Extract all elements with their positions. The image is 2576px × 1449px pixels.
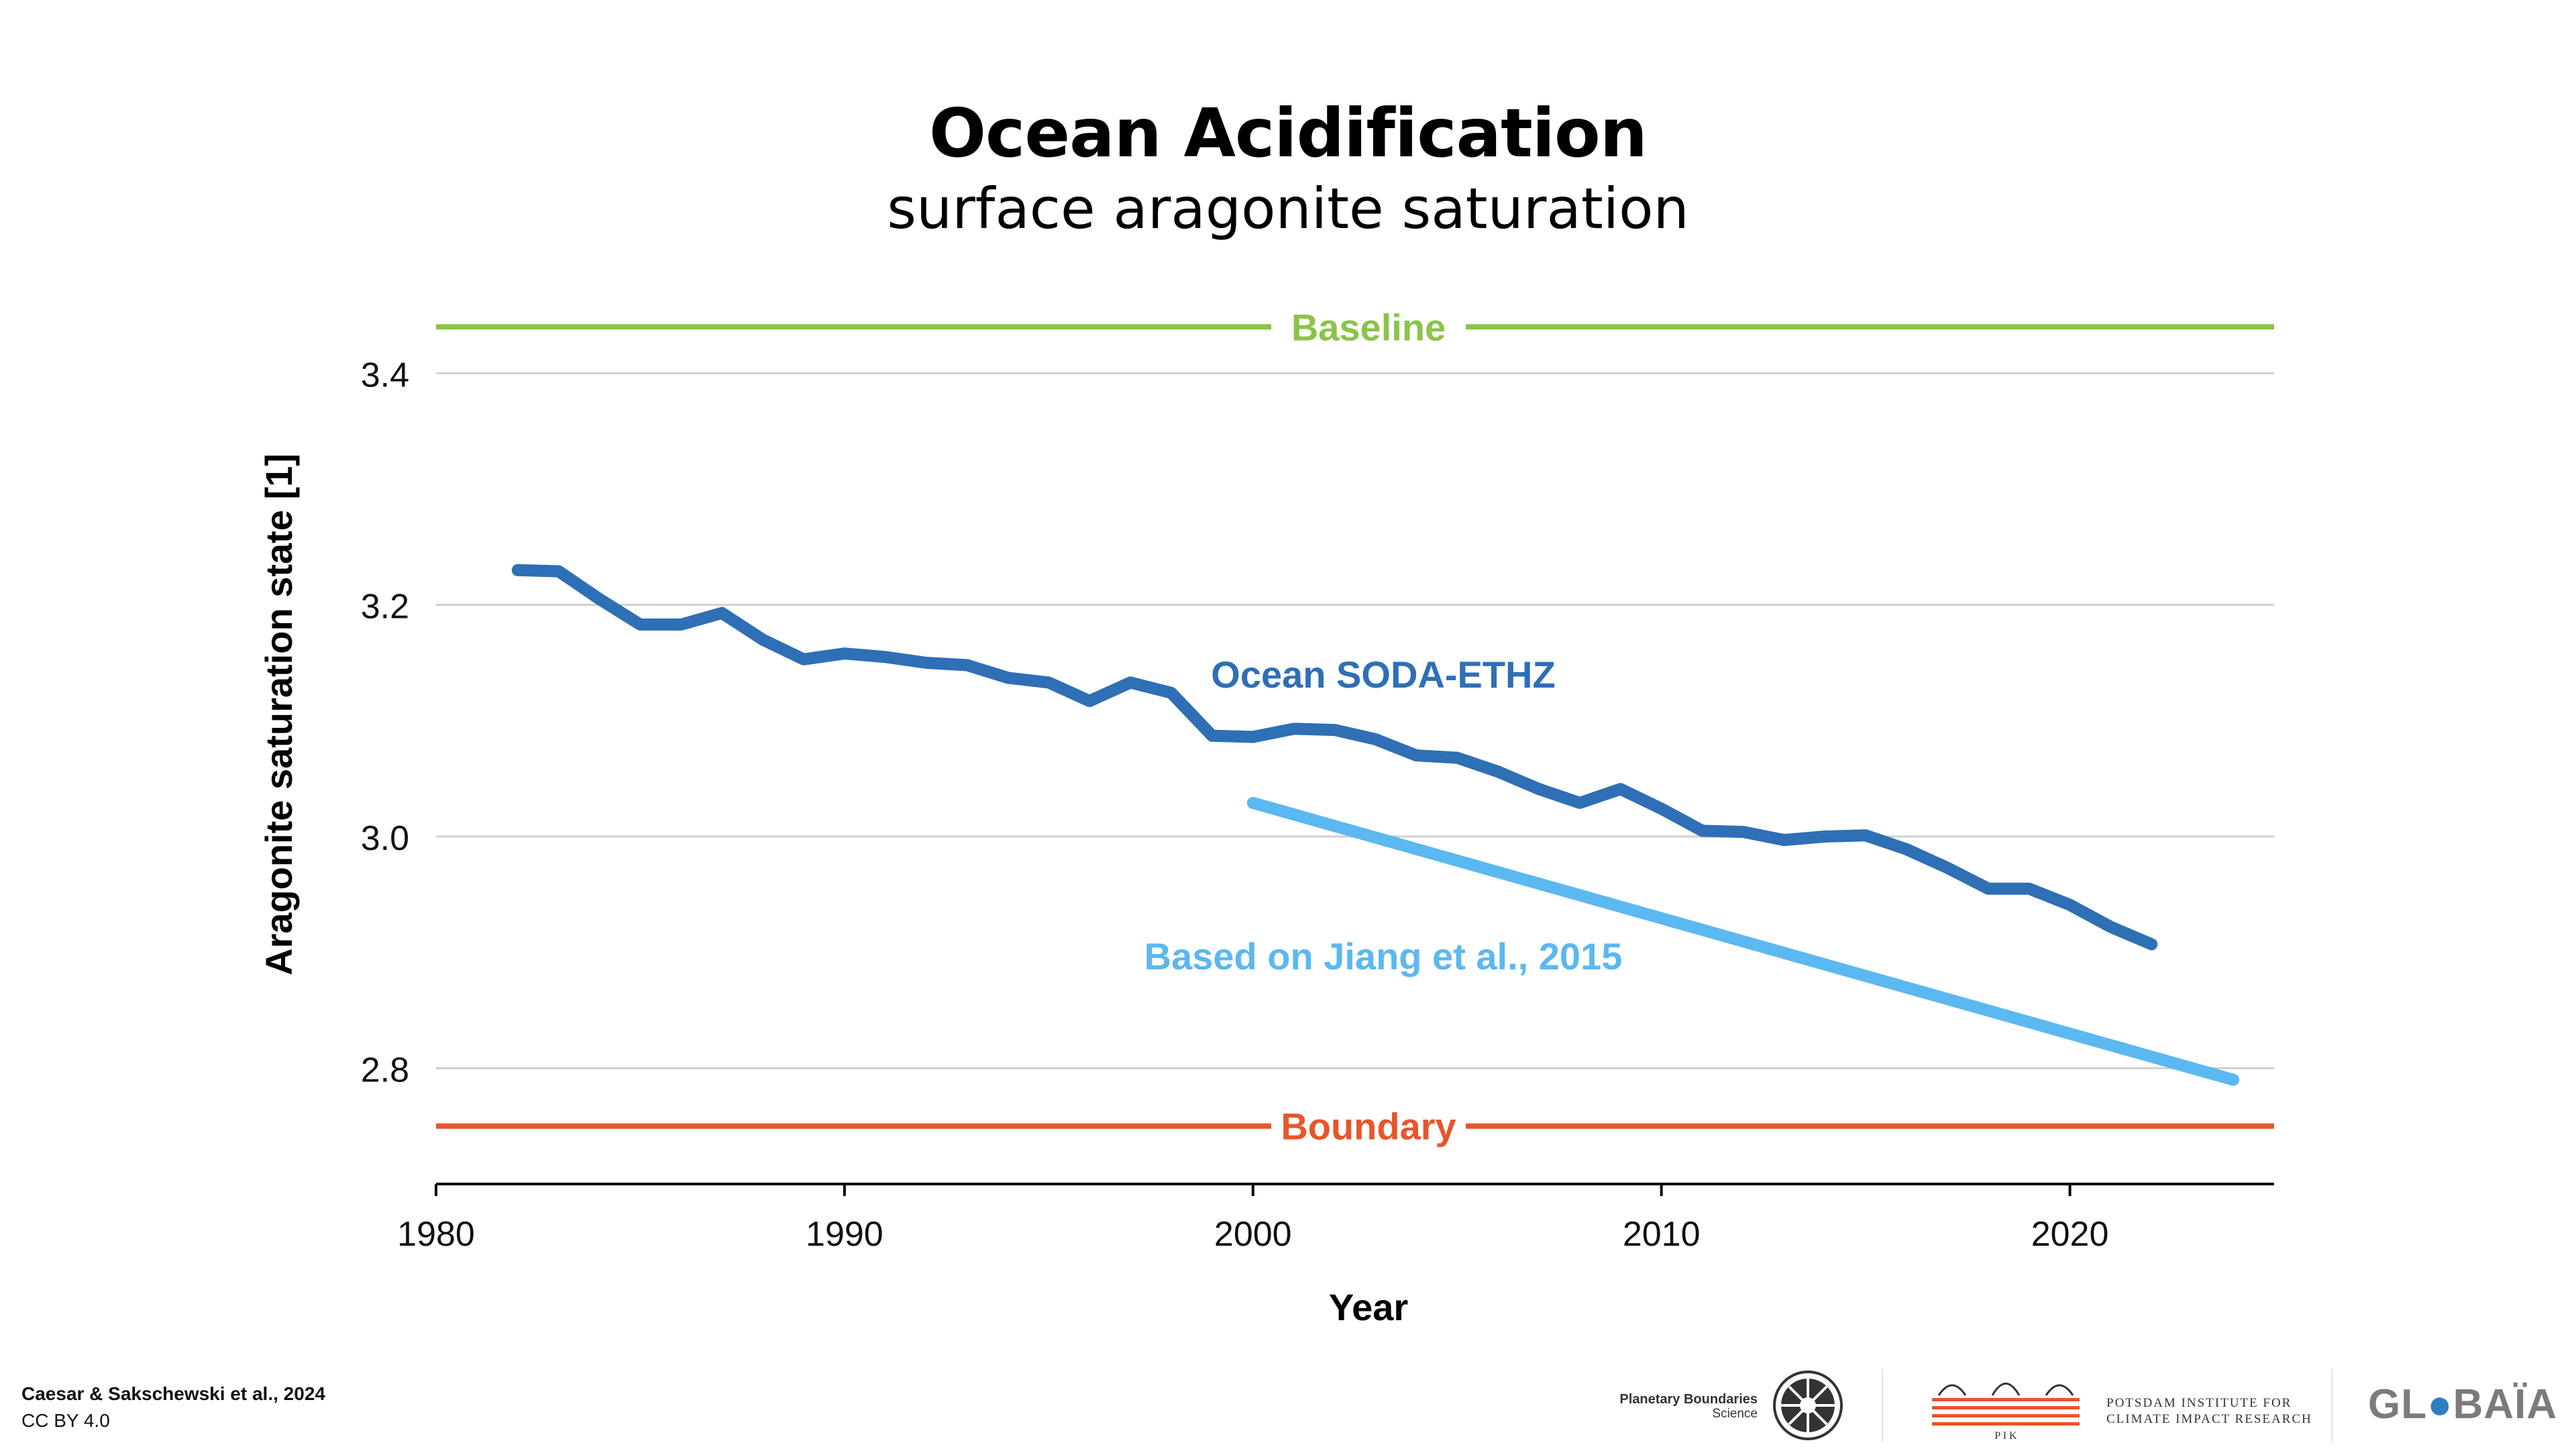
globaia-logo-pre: GL [2368,1381,2428,1428]
x-tick-label: 2000 [1214,1215,1292,1254]
chart-title: Ocean Acidification [929,94,1648,172]
x-tick-label: 1980 [397,1215,475,1254]
pbs-logo-line2: Science [1712,1407,1758,1421]
series-line-1 [511,564,2158,951]
globe-icon: ● [2427,1381,2453,1428]
pik-abbr: P I K [1994,1430,2017,1442]
logo-divider [1882,1368,1883,1442]
x-axis-label: Year [1329,1286,1408,1328]
series-label-2: Based on Jiang et al., 2015 [1144,935,1623,977]
x-tick-label: 2020 [2031,1215,2109,1254]
pik-logo-icon: P I K [1932,1383,2080,1442]
globaia-logo: GL●BAÏA [2368,1381,2557,1428]
reference-label-boundary: Boundary [1281,1106,1456,1148]
series-label-1: Ocean SODA-ETHZ [1211,653,1555,696]
y-tick-label: 3.2 [361,588,409,627]
y-tick-label: 3.4 [361,356,409,394]
pbs-logo-icon [1773,1371,1843,1440]
pik-logo-line1: POTSDAM INSTITUTE FOR [2106,1396,2292,1410]
citation-text: Caesar & Sakschewski et al., 2024 [21,1383,325,1404]
reference-label-baseline: Baseline [1291,306,1446,348]
globaia-logo-post: BAÏA [2453,1381,2558,1428]
pbs-logo-text: Planetary Boundaries Science [1610,1392,1758,1421]
y-tick-label: 2.8 [361,1051,409,1089]
pbs-logo-line1: Planetary Boundaries [1619,1392,1758,1407]
license-text: CC BY 4.0 [21,1410,110,1431]
chart-subtitle: surface aragonite saturation [887,176,1689,241]
pik-logo-text: POTSDAM INSTITUTE FOR CLIMATE IMPACT RES… [2106,1395,2312,1428]
x-tick-label: 2010 [1623,1215,1701,1254]
y-tick-label: 3.0 [361,819,409,858]
y-axis-label: Aragonite saturation state [1] [258,453,300,975]
logo-divider [2331,1368,2332,1442]
pik-logo-line2: CLIMATE IMPACT RESEARCH [2106,1412,2312,1426]
series-line-2 [1246,796,2240,1086]
x-tick-label: 1990 [806,1215,883,1254]
